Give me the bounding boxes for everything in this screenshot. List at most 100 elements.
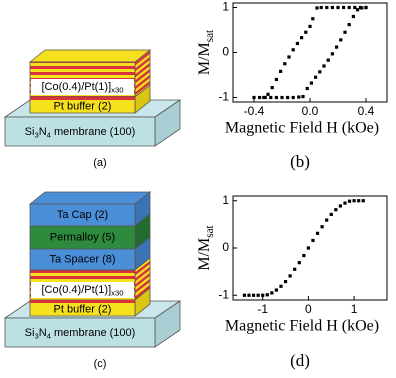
x-tick-label: -1 xyxy=(257,302,268,316)
data-point xyxy=(315,231,320,235)
label-box xyxy=(31,79,134,95)
data-point xyxy=(256,293,260,297)
data-point xyxy=(357,199,361,203)
data-point xyxy=(247,293,251,297)
data-point xyxy=(343,201,347,205)
data-point xyxy=(315,6,319,10)
x-tick-label: 1 xyxy=(351,302,358,316)
data-point xyxy=(326,58,330,62)
data-point xyxy=(342,5,346,10)
data-point xyxy=(297,261,301,265)
data-point xyxy=(293,267,297,271)
data-point xyxy=(308,24,312,28)
substrate-front xyxy=(4,317,156,348)
x-axis-label: Magnetic Field H (kOe) xyxy=(225,120,379,137)
layer-label: Pt buffer (2) xyxy=(54,303,112,315)
data-point xyxy=(287,55,291,59)
y-tick-label: 1 xyxy=(222,193,229,207)
data-point xyxy=(309,81,313,85)
plot-frame xyxy=(232,2,388,103)
data-point xyxy=(339,38,343,42)
layer-label: Pt buffer (2) xyxy=(54,100,112,112)
data-point xyxy=(252,95,256,100)
text-part: N xyxy=(39,126,47,138)
data-point xyxy=(352,199,356,203)
layer-label: [Co(0.4)/Pt(1)]x30 xyxy=(41,81,123,94)
data-point xyxy=(347,199,352,203)
data-point xyxy=(291,48,295,52)
text-part: sat xyxy=(203,29,215,42)
data-point xyxy=(364,5,368,10)
text-part: 3 xyxy=(34,331,38,340)
data-point xyxy=(306,246,311,250)
data-point xyxy=(279,284,283,288)
data-point xyxy=(353,5,357,10)
data-point xyxy=(330,5,334,10)
data-point xyxy=(300,36,304,40)
data-point xyxy=(334,208,338,212)
diagrams: Si3N4 membrane (100)[Co(0.4)/Pt(1)]x30Pt… xyxy=(3,49,182,370)
text-part: x30 xyxy=(111,288,123,297)
text-part: membrane (100) xyxy=(51,126,135,138)
data-point xyxy=(270,291,274,295)
text-part: membrane (100) xyxy=(51,327,135,339)
data-point xyxy=(311,17,315,21)
data-point xyxy=(301,95,305,99)
data-point xyxy=(297,95,301,99)
layer-label: Permalloy (5) xyxy=(50,231,115,243)
data-point xyxy=(311,238,315,243)
x-tick-label: 0.0 xyxy=(302,104,319,118)
data-point xyxy=(261,293,265,297)
text-part: x30 xyxy=(111,85,123,94)
data-point xyxy=(274,288,279,292)
data-point xyxy=(266,92,270,96)
data-point xyxy=(318,70,322,74)
text-part: Si xyxy=(25,126,35,138)
data-point xyxy=(263,95,267,100)
red-line xyxy=(30,300,135,303)
data-point xyxy=(335,45,339,49)
text-part: sat xyxy=(203,224,215,237)
data-point xyxy=(325,218,329,222)
text-part: Pt buffer (2) xyxy=(54,303,112,315)
data-point xyxy=(242,293,247,297)
data-point xyxy=(283,279,288,284)
red-line xyxy=(30,97,135,100)
data-point xyxy=(304,30,308,34)
text-part: Ta Cap (2) xyxy=(57,209,108,221)
layer-label: Ta Spacer (8) xyxy=(49,253,115,265)
data-point xyxy=(269,95,273,100)
substrate-front xyxy=(4,116,156,147)
data-point xyxy=(288,274,292,278)
data-point xyxy=(291,95,295,100)
data-point xyxy=(286,95,290,100)
text-part: Si xyxy=(25,327,35,339)
text-part: [Co(0.4)/Pt(1)] xyxy=(41,81,111,93)
stack-top xyxy=(28,191,152,205)
y-tick-label: 0 xyxy=(222,240,229,254)
data-point xyxy=(251,293,256,297)
text-part: M/M xyxy=(196,42,213,75)
data-point xyxy=(320,225,324,229)
data-point xyxy=(279,69,283,73)
data-point xyxy=(270,86,274,90)
panel-label: (b) xyxy=(290,152,310,171)
y-tick-label: 1 xyxy=(222,0,229,14)
data-point xyxy=(347,23,351,27)
layer-label: Ta Cap (2) xyxy=(57,209,108,221)
panel-label: (a) xyxy=(93,157,106,169)
text-part: Pt buffer (2) xyxy=(54,100,112,112)
y-tick-label: -1 xyxy=(218,90,229,104)
text-part: N xyxy=(39,327,47,339)
panel-label: (d) xyxy=(290,351,310,370)
data-point xyxy=(343,30,347,34)
data-point xyxy=(347,5,351,10)
x-tick-label: 0 xyxy=(305,302,312,316)
text-part: Permalloy (5) xyxy=(50,231,115,243)
y-axis-label: M/Msat xyxy=(196,224,216,270)
text-part: 3 xyxy=(34,130,38,139)
layer-label: [Co(0.4)/Pt(1)]x30 xyxy=(41,284,123,297)
text-part: M/M xyxy=(196,238,213,271)
